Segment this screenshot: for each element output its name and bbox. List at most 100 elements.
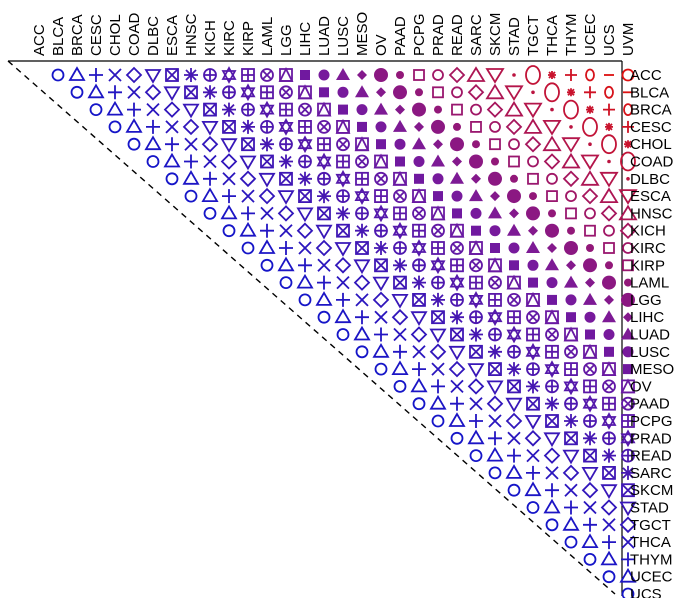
marker-cell [298, 189, 312, 204]
marker-cell [412, 275, 426, 290]
marker-cell [524, 415, 542, 430]
marker-cell [353, 325, 371, 341]
marker-cell [602, 431, 616, 446]
marker-cell [487, 308, 503, 327]
row-label: LIHC [630, 309, 664, 326]
marker-cell [604, 85, 614, 99]
marker-cell [393, 327, 407, 342]
marker-cell [469, 344, 483, 359]
marker-cell [396, 71, 404, 79]
marker-cell [338, 104, 348, 115]
marker-cell [335, 169, 351, 188]
marker-cell [449, 222, 465, 238]
marker-cell [583, 292, 597, 305]
column-label: LUAD [316, 16, 333, 56]
marker-cell [354, 187, 370, 205]
marker-cell [546, 277, 558, 289]
diagonal-dashed-line [7, 60, 616, 595]
marker-cell [431, 292, 445, 307]
marker-cell [623, 103, 633, 116]
marker-cell [488, 431, 502, 446]
marker-cell [600, 484, 618, 499]
column-label: BLCA [50, 17, 67, 56]
marker-cell [431, 154, 445, 167]
marker-cell [490, 191, 500, 202]
marker-cell [451, 86, 463, 99]
marker-cell [527, 259, 539, 271]
marker-cell [586, 244, 594, 252]
marker-cell [569, 125, 573, 129]
marker-cell [583, 414, 597, 428]
marker-cell [374, 258, 388, 273]
marker-cell [316, 101, 332, 117]
marker-cell [528, 277, 538, 288]
marker-cell [317, 171, 331, 186]
marker-cell [393, 258, 407, 273]
marker-cell [163, 86, 181, 102]
marker-cell [393, 189, 407, 204]
marker-cell [373, 153, 389, 169]
marker-cell [355, 345, 369, 359]
marker-cell [507, 379, 521, 394]
marker-cell [543, 432, 561, 448]
marker-cell [450, 171, 464, 184]
marker-cell [507, 431, 521, 445]
marker-cell [526, 396, 540, 411]
marker-cell [127, 102, 141, 117]
marker-cell [374, 223, 388, 238]
marker-cell [526, 241, 540, 253]
column-label: BRCA [69, 14, 86, 56]
marker-cell [545, 223, 559, 238]
column-label: READ [449, 14, 466, 56]
row-label: KICH [630, 223, 666, 240]
marker-cell [453, 122, 461, 131]
marker-cell [450, 292, 464, 307]
row-label: SKCM [630, 482, 673, 499]
marker-cell [241, 119, 255, 134]
marker-cell [336, 154, 350, 169]
marker-cell [68, 66, 86, 81]
marker-cell [524, 135, 542, 153]
marker-cell [450, 379, 464, 394]
marker-cell [469, 189, 483, 202]
marker-cell [504, 85, 524, 102]
marker-cell [542, 120, 562, 136]
marker-cell [562, 170, 580, 188]
marker-cell [581, 481, 599, 499]
marker-cell [509, 260, 519, 271]
marker-cell [561, 137, 581, 153]
column-label: SKCM [487, 13, 504, 56]
marker-cell [470, 103, 482, 116]
marker-cell [621, 414, 635, 428]
marker-cell [623, 364, 633, 375]
marker-cell [433, 191, 443, 202]
marker-cell [448, 66, 466, 84]
marker-cell [526, 327, 540, 342]
column-label: TGCT [525, 15, 542, 56]
marker-cell [567, 226, 575, 235]
marker-cell [583, 553, 597, 566]
marker-cell [564, 344, 578, 359]
marker-cell [563, 377, 579, 396]
marker-cell [431, 275, 445, 290]
marker-cell [450, 258, 464, 273]
row-label: ACC [630, 67, 662, 84]
marker-cell [411, 239, 427, 257]
marker-cell [375, 121, 387, 133]
marker-cell [507, 292, 521, 307]
marker-cell [146, 155, 160, 168]
marker-cell [450, 310, 464, 325]
row-label: TGCT [630, 517, 671, 534]
marker-cell [450, 241, 464, 255]
marker-cell [414, 173, 424, 184]
marker-cell [526, 379, 540, 394]
marker-cell [259, 100, 275, 119]
marker-cell [108, 68, 122, 82]
row-label: BLCA [630, 84, 669, 101]
marker-cell [468, 291, 484, 309]
marker-cell [317, 137, 331, 152]
marker-cell [527, 155, 539, 168]
marker-cell [260, 120, 274, 134]
marker-cell [182, 118, 200, 136]
column-label: ESCA [164, 15, 181, 56]
